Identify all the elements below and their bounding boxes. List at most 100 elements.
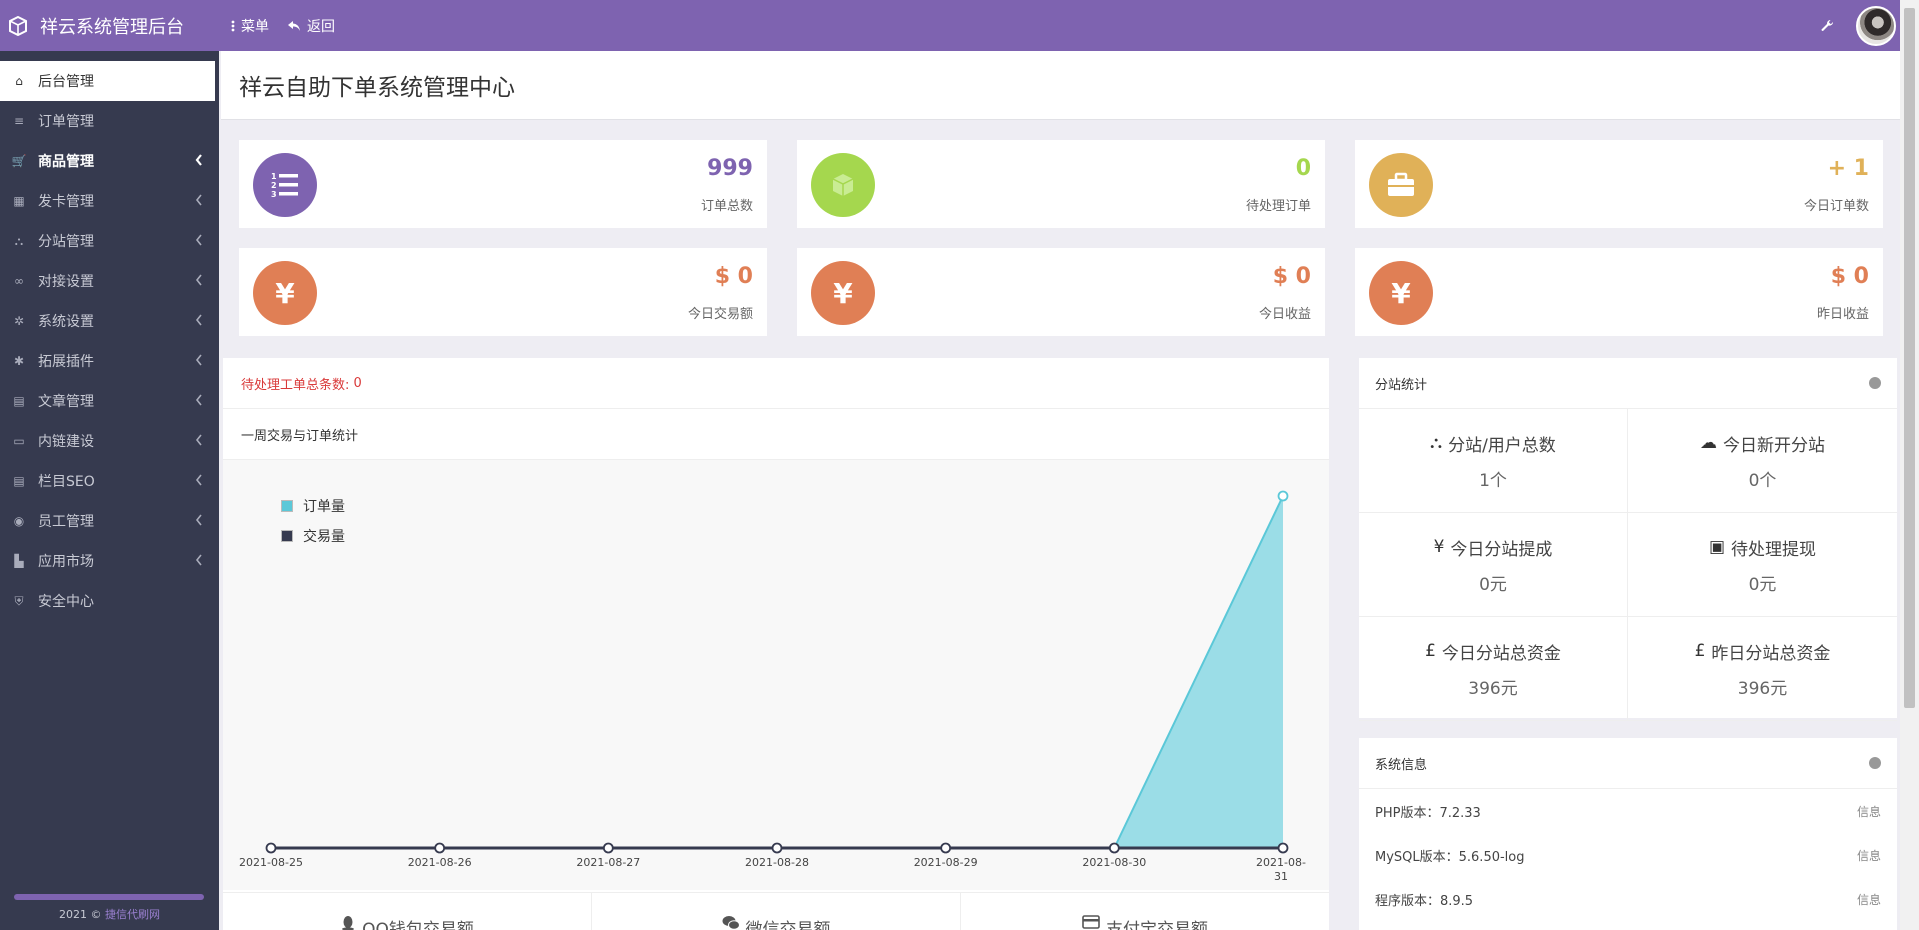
stat-label: 订单总数: [700, 199, 753, 214]
series-line-orders: [271, 495, 1284, 849]
sidebar-item[interactable]: ▭ 内链建设: [0, 421, 219, 461]
chevron-left-icon: [195, 394, 202, 406]
footer-year: 2021 ©: [59, 908, 102, 921]
back-button[interactable]: 返回: [287, 16, 335, 36]
cogs-icon: ✱: [13, 354, 25, 368]
substation-header: 分站统计: [1359, 358, 1897, 409]
x-tick-label: 2021-08-25: [239, 856, 303, 869]
sidebar-item-label: 发卡管理: [38, 194, 94, 210]
sidebar-item[interactable]: ◉ 员工管理: [0, 501, 219, 541]
sidebar-progress-bar: [14, 894, 204, 900]
sysinfo-title: 系统信息: [1375, 757, 1428, 773]
data-point-volume: [602, 842, 614, 854]
chevron-left-icon: [195, 274, 202, 286]
home-icon: ⌂: [15, 74, 23, 88]
sidebar-item-label: 员工管理: [38, 514, 94, 530]
sysinfo-row: PHP版本：7.2.33 信息: [1359, 789, 1897, 833]
svg-text:3: 3: [271, 190, 277, 199]
sidebar-item[interactable]: ⛨ 安全中心: [0, 581, 219, 621]
sidebar-item[interactable]: ≡ 订单管理: [0, 101, 219, 141]
chevron-left-icon: [195, 474, 202, 486]
sysinfo-header: 系统信息: [1359, 738, 1897, 789]
chart-legend: 订单量交易量: [281, 496, 345, 556]
cart-icon: 🛒: [11, 154, 27, 168]
top-navbar: 祥云系统管理后台 菜单 返回: [0, 0, 1900, 51]
sysinfo-row: MySQL版本：5.6.50-log 信息: [1359, 833, 1897, 877]
sidebar-item[interactable]: ∞ 对接设置: [0, 261, 219, 301]
seo-icon: ▤: [13, 474, 25, 488]
sidebar-item[interactable]: ✲ 系统设置: [0, 301, 219, 341]
panel-toggle-dot[interactable]: [1869, 757, 1881, 769]
x-tick-label: 2021-08-29: [914, 856, 978, 869]
sidebar-item[interactable]: ▤ 栏目SEO: [0, 461, 219, 501]
stat-card: ¥ $ 0 昨日收益: [1355, 248, 1883, 336]
sidebar-item[interactable]: ▙ 应用市场: [0, 541, 219, 581]
sidebar-item-label: 系统设置: [38, 314, 94, 330]
sysinfo-tag: 信息: [1856, 804, 1881, 819]
substation-stat-title: ⛬ 分站/用户总数: [1430, 431, 1556, 456]
sysinfo-label: 程序版本：8.9.5: [1375, 893, 1474, 909]
x-tick-label: 2021-08-31: [1256, 856, 1306, 883]
sidebar-item-label: 应用市场: [38, 554, 94, 570]
user-avatar[interactable]: [1856, 5, 1896, 46]
briefcase-icon: [1369, 153, 1433, 217]
sitemap-icon: ⛬: [1430, 433, 1443, 453]
reply-icon: [288, 20, 300, 31]
sidebar-item-label: 商品管理: [38, 154, 94, 170]
brand[interactable]: 祥云系统管理后台: [0, 13, 219, 39]
chevron-left-icon: [195, 514, 202, 526]
sidebar-item[interactable]: ▤ 文章管理: [0, 381, 219, 421]
sidebar-footer: 2021 © 捷信代刷网: [0, 906, 219, 922]
panel-toggle-dot[interactable]: [1869, 377, 1881, 389]
pending-tickets: 待处理工单总条数: 0: [223, 358, 1329, 409]
stat-card: ¥ $ 0 今日收益: [797, 248, 1325, 336]
qq-wallet-total: QQ钱包交易额: [223, 893, 592, 930]
sidebar-item[interactable]: 🛒 商品管理: [0, 141, 219, 181]
sysinfo-panel: 系统信息 PHP版本：7.2.33 信息 MySQL版本：5.6.50-log 信息程…: [1359, 738, 1897, 930]
stat-label: 昨日收益: [1816, 307, 1869, 322]
sidebar-item[interactable]: ▦ 发卡管理: [0, 181, 219, 221]
substation-title: 分站统计: [1375, 377, 1428, 393]
stat-value: + 1: [1827, 156, 1869, 181]
scrollbar-thumb[interactable]: [1904, 8, 1915, 708]
series-area-orders: [271, 496, 1283, 848]
legend-label: 订单量: [303, 499, 345, 515]
chevron-left-icon: [195, 554, 202, 566]
sidebar-item[interactable]: ✱ 拓展插件: [0, 341, 219, 381]
stat-card: + 1 今日订单数: [1355, 140, 1883, 228]
chevron-left-icon: [195, 234, 202, 246]
stat-value: 0: [1295, 156, 1311, 181]
article-icon: ▤: [13, 394, 25, 408]
substation-stat-title: £ 昨日分站总资金: [1695, 639, 1831, 664]
market-icon: ▙: [14, 554, 24, 568]
wrench-icon[interactable]: [1820, 19, 1834, 33]
sidebar-item-label: 拓展插件: [38, 354, 94, 370]
weekly-chart: 订单量 交易量 2021-08-25 2021-08-26 2021-08-27 202…: [223, 460, 1329, 890]
credit-card-icon: [1082, 915, 1100, 929]
sysinfo-tag: 信息: [1856, 892, 1881, 907]
x-tick-label: 2021-08-30: [1082, 856, 1146, 869]
list-icon: ≡: [13, 114, 25, 128]
sidebar-item[interactable]: ⛬ 分站管理: [0, 221, 219, 261]
substation-stat-label: 今日分站提成: [1450, 539, 1553, 560]
sidebar-item[interactable]: ⌂ 后台管理: [0, 61, 215, 101]
x-tick-label: 2021-08-27: [576, 856, 640, 869]
stat-label: 待处理订单: [1245, 199, 1311, 214]
alipay-total: 支付宝交易额: [961, 893, 1329, 930]
page-scrollbar[interactable]: [1900, 0, 1919, 930]
pending-tickets-label: 待处理工单总条数:: [241, 377, 350, 393]
money-icon: ▣: [1708, 537, 1726, 557]
substation-stat-value: 0元: [1748, 574, 1777, 595]
stat-value: 999: [707, 156, 753, 181]
menu-toggle-button[interactable]: 菜单: [231, 16, 269, 36]
footer-link[interactable]: 捷信代刷网: [105, 908, 160, 921]
cube-logo-icon: [9, 15, 27, 36]
legend-item[interactable]: 订单量: [281, 496, 345, 516]
data-point-volume: [771, 842, 783, 854]
legend-item[interactable]: 交易量: [281, 526, 345, 546]
wechat-label: 微信交易额: [745, 920, 831, 930]
qq-wallet-label: QQ钱包交易额: [362, 920, 474, 930]
legend-swatch: [281, 500, 293, 512]
chart-panel: 待处理工单总条数: 0 一周交易与订单统计 订单量 交易量 2021-08-25 2…: [223, 358, 1329, 930]
alipay-label: 支付宝交易额: [1106, 920, 1208, 930]
